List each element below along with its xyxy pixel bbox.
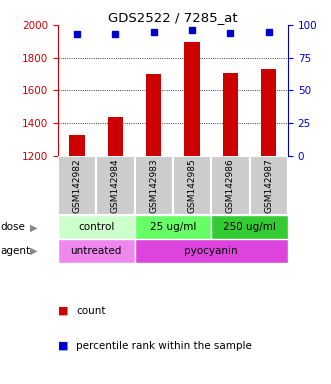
Bar bbox=[146, 74, 162, 156]
Bar bbox=[173, 156, 211, 215]
Bar bbox=[211, 215, 288, 239]
Bar bbox=[58, 239, 135, 263]
Text: control: control bbox=[78, 222, 115, 232]
Text: count: count bbox=[76, 306, 106, 316]
Text: agent: agent bbox=[0, 246, 30, 256]
Bar bbox=[223, 73, 238, 156]
Text: 25 ug/ml: 25 ug/ml bbox=[150, 222, 196, 232]
Text: ▶: ▶ bbox=[30, 222, 37, 232]
Text: ■: ■ bbox=[58, 306, 69, 316]
Bar bbox=[108, 118, 123, 156]
Text: GSM142985: GSM142985 bbox=[188, 158, 197, 213]
Bar bbox=[261, 69, 276, 156]
Text: GSM142984: GSM142984 bbox=[111, 158, 120, 213]
Text: ▶: ▶ bbox=[30, 246, 37, 256]
Text: GSM142987: GSM142987 bbox=[264, 158, 273, 213]
Bar bbox=[135, 156, 173, 215]
Text: ■: ■ bbox=[58, 341, 69, 351]
Text: 250 ug/ml: 250 ug/ml bbox=[223, 222, 276, 232]
Text: pyocyanin: pyocyanin bbox=[184, 246, 238, 256]
Bar bbox=[96, 156, 135, 215]
Bar bbox=[211, 156, 250, 215]
Bar bbox=[70, 135, 85, 156]
Text: percentile rank within the sample: percentile rank within the sample bbox=[76, 341, 252, 351]
Text: GSM142986: GSM142986 bbox=[226, 158, 235, 213]
Text: GSM142982: GSM142982 bbox=[72, 158, 82, 213]
Text: dose: dose bbox=[0, 222, 25, 232]
Title: GDS2522 / 7285_at: GDS2522 / 7285_at bbox=[108, 11, 238, 24]
Bar bbox=[250, 156, 288, 215]
Bar bbox=[135, 239, 288, 263]
Text: untreated: untreated bbox=[71, 246, 122, 256]
Text: GSM142983: GSM142983 bbox=[149, 158, 158, 213]
Bar bbox=[135, 215, 211, 239]
Bar bbox=[58, 215, 135, 239]
Bar bbox=[184, 42, 200, 156]
Bar bbox=[58, 156, 96, 215]
